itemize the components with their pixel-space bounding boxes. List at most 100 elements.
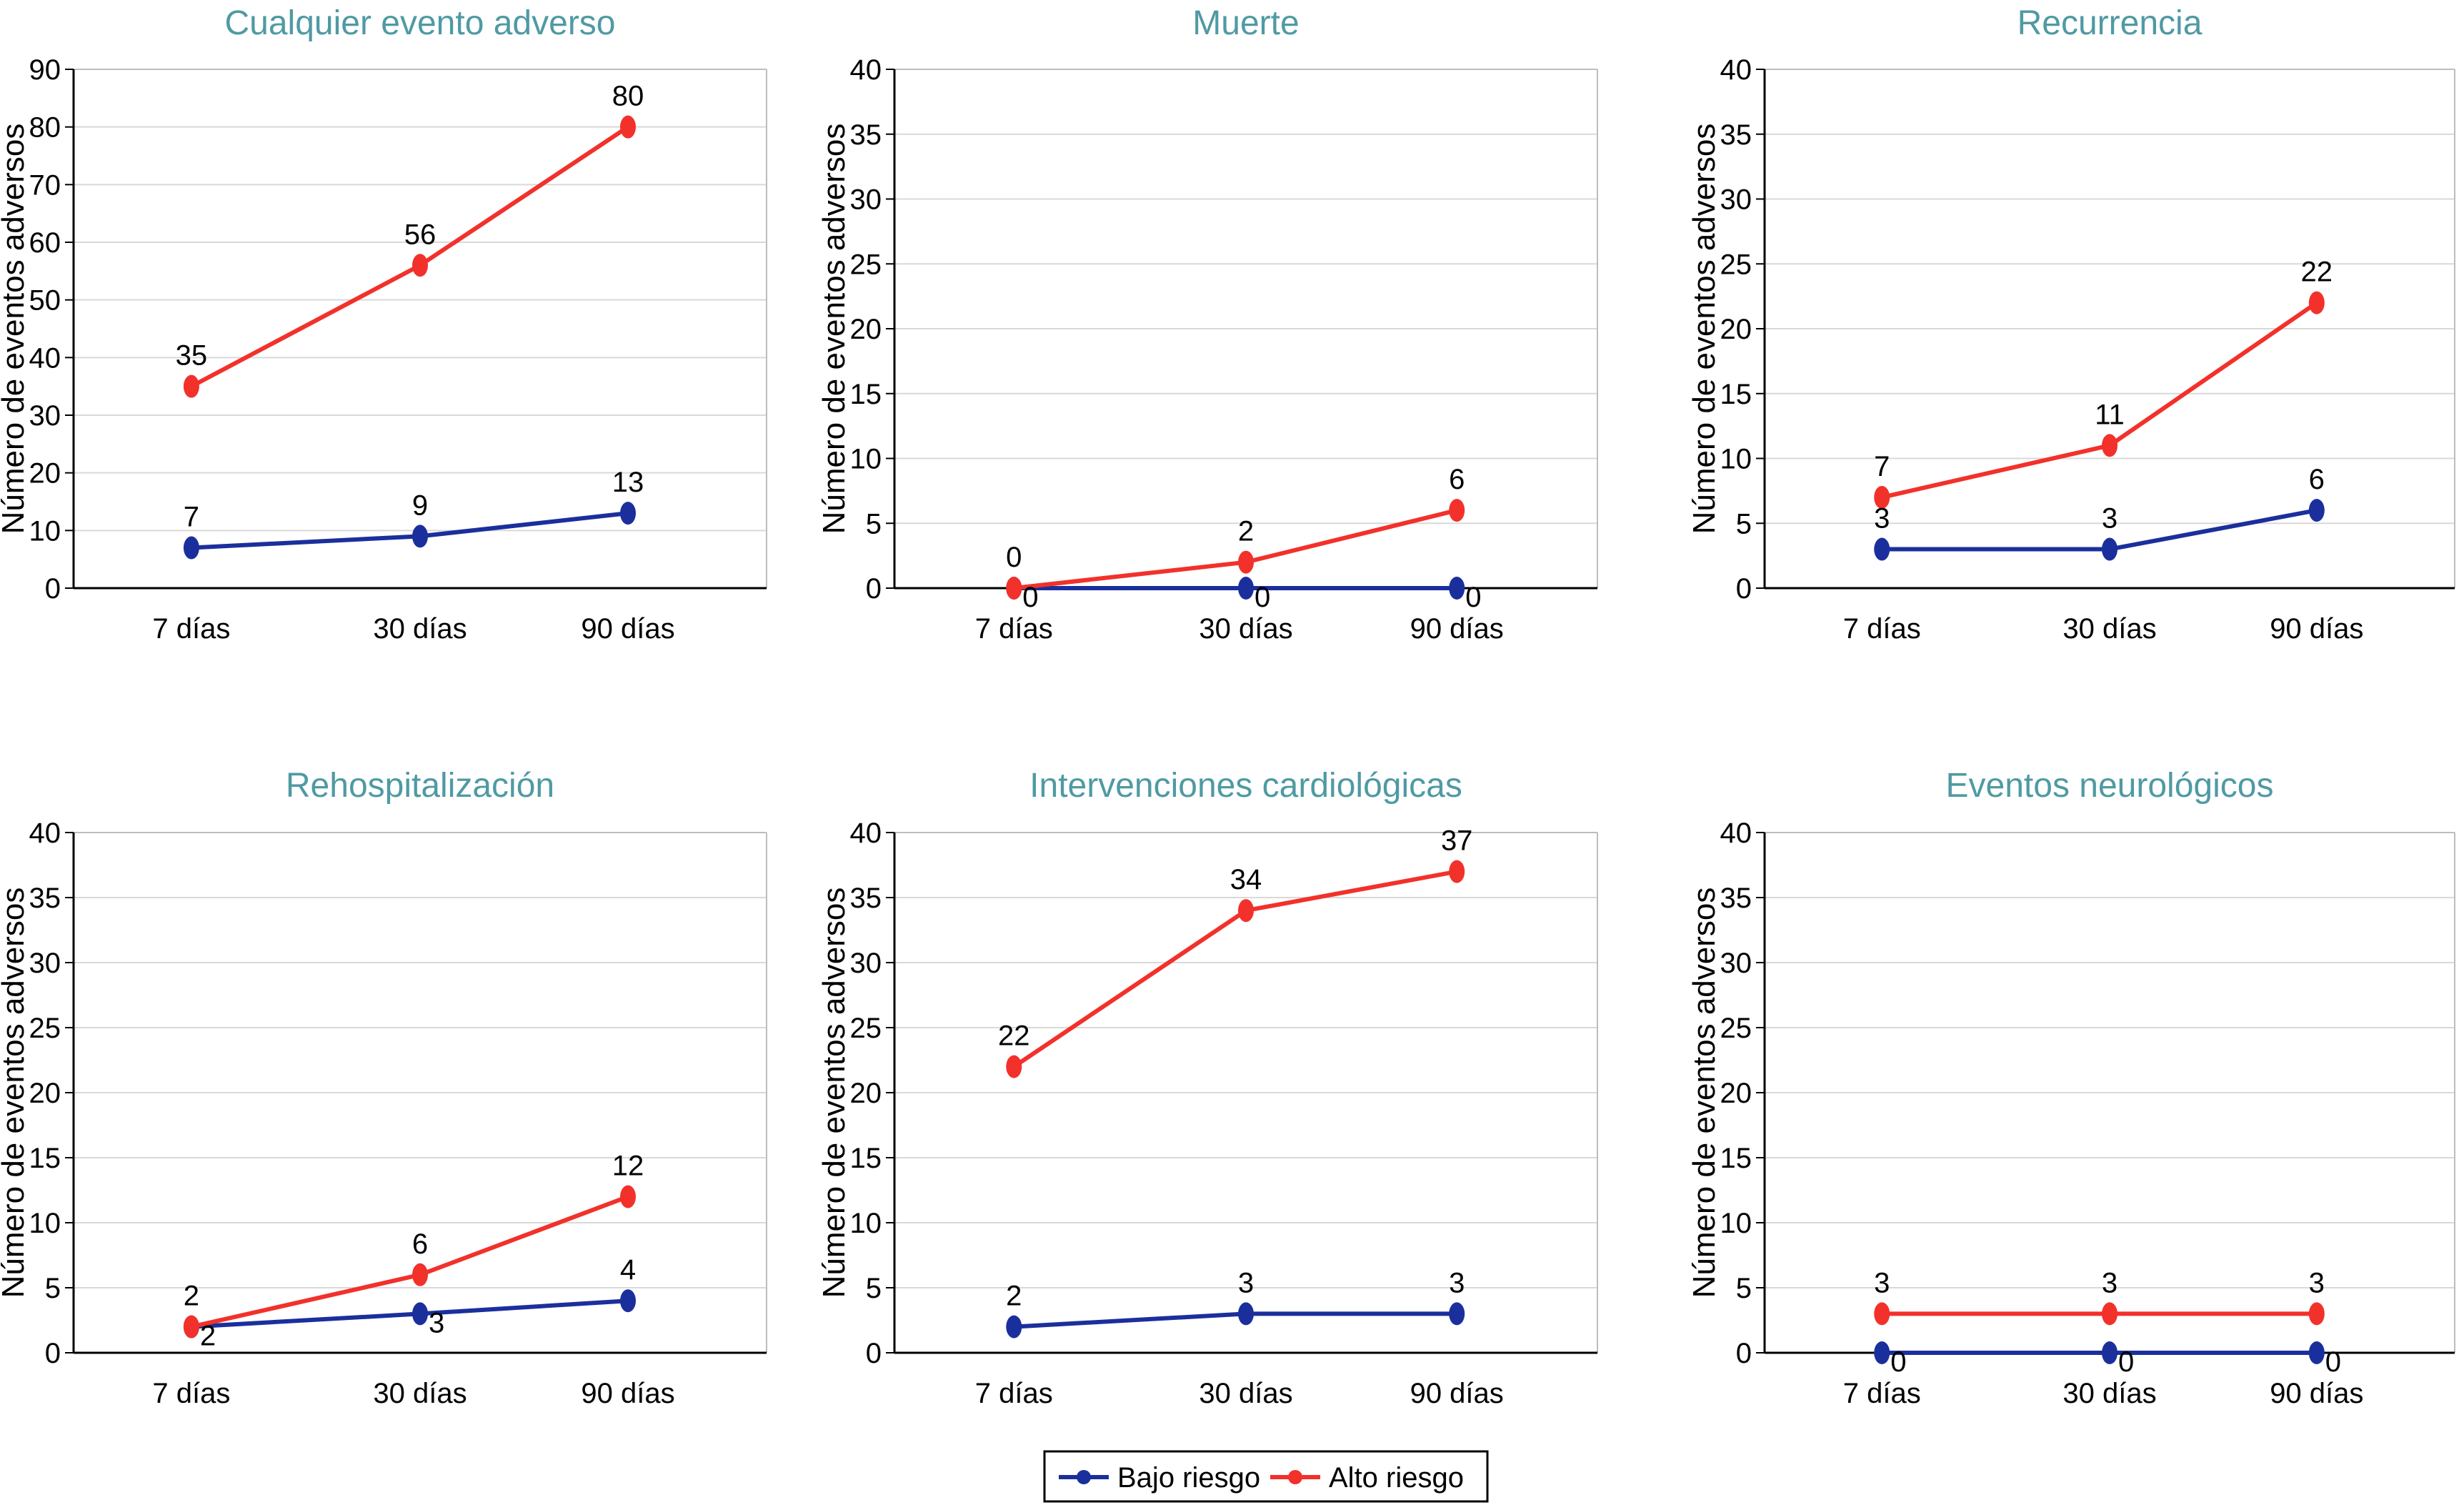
data-label-bajo-riesgo: 0 — [2118, 1346, 2134, 1378]
y-tick-label: 0 — [1736, 1338, 1752, 1369]
legend-marker-alto-riesgo — [1288, 1470, 1302, 1484]
y-tick-label: 30 — [850, 948, 882, 979]
data-label-bajo-riesgo: 3 — [1449, 1267, 1465, 1298]
data-point-bajo-riesgo — [2102, 1341, 2118, 1364]
data-label-alto-riesgo: 56 — [404, 219, 437, 250]
data-label-alto-riesgo: 37 — [1441, 825, 1473, 857]
y-axis-label: Número de eventos adversos — [0, 888, 31, 1298]
x-tick-label: 7 días — [1843, 1378, 1921, 1409]
data-point-alto-riesgo — [1238, 550, 1254, 574]
panel-title: Muerte — [1192, 4, 1299, 42]
x-tick-label: 7 días — [152, 1378, 230, 1409]
data-point-alto-riesgo — [2308, 291, 2325, 314]
panel-title: Cualquier evento adverso — [224, 4, 615, 42]
y-tick-label: 0 — [866, 573, 882, 605]
panel-title: Rehospitalización — [286, 767, 554, 805]
x-tick-label: 7 días — [1843, 613, 1921, 645]
data-point-bajo-riesgo — [2308, 1341, 2325, 1364]
data-point-alto-riesgo — [1006, 1055, 1022, 1078]
data-label-alto-riesgo: 3 — [1874, 1267, 1890, 1298]
y-tick-label: 20 — [29, 1078, 61, 1109]
y-tick-label: 20 — [29, 458, 61, 490]
x-tick-label: 30 días — [1199, 1378, 1292, 1409]
data-label-alto-riesgo: 6 — [412, 1228, 428, 1260]
data-label-alto-riesgo: 22 — [998, 1020, 1030, 1052]
data-point-alto-riesgo — [620, 1185, 636, 1208]
data-label-alto-riesgo: 2 — [1238, 516, 1254, 547]
data-label-bajo-riesgo: 3 — [1238, 1267, 1254, 1298]
y-tick-label: 5 — [45, 1273, 61, 1304]
data-point-alto-riesgo — [183, 1315, 199, 1338]
x-tick-label: 90 días — [581, 1378, 674, 1409]
data-label-alto-riesgo: 3 — [2309, 1267, 2325, 1298]
y-tick-label: 25 — [850, 249, 882, 280]
data-point-alto-riesgo — [1006, 577, 1022, 600]
x-tick-label: 30 días — [373, 1378, 467, 1409]
x-tick-label: 30 días — [373, 613, 467, 645]
x-tick-label: 30 días — [1199, 613, 1292, 645]
y-tick-label: 30 — [1720, 948, 1752, 979]
data-point-alto-riesgo — [2102, 1302, 2118, 1326]
x-tick-label: 30 días — [2063, 1378, 2156, 1409]
data-point-alto-riesgo — [620, 115, 636, 139]
data-label-bajo-riesgo: 2 — [200, 1321, 216, 1352]
data-point-bajo-riesgo — [620, 1289, 636, 1313]
y-axis-label: Número de eventos adversos — [817, 124, 852, 535]
y-tick-label: 5 — [1736, 1273, 1752, 1304]
y-tick-label: 0 — [1736, 573, 1752, 605]
legend-label-alto-riesgo: Alto riesgo — [1329, 1462, 1464, 1494]
y-tick-label: 20 — [850, 1078, 882, 1109]
y-tick-label: 90 — [29, 54, 61, 86]
data-point-bajo-riesgo — [1874, 537, 1890, 561]
data-point-bajo-riesgo — [2102, 537, 2118, 561]
x-tick-label: 90 días — [1410, 613, 1504, 645]
data-label-bajo-riesgo: 6 — [2309, 464, 2325, 495]
y-tick-label: 10 — [29, 1208, 61, 1239]
data-point-alto-riesgo — [183, 374, 199, 398]
data-label-alto-riesgo: 2 — [184, 1281, 199, 1312]
series-line-bajo-riesgo — [1882, 508, 2318, 552]
y-tick-label: 35 — [850, 883, 882, 914]
y-tick-label: 15 — [1720, 379, 1752, 410]
y-tick-label: 30 — [850, 184, 882, 216]
data-label-bajo-riesgo: 3 — [2102, 503, 2118, 535]
data-point-bajo-riesgo — [2308, 499, 2325, 522]
data-label-bajo-riesgo: 0 — [1465, 582, 1481, 613]
y-tick-label: 35 — [850, 119, 882, 151]
data-label-bajo-riesgo: 13 — [612, 467, 644, 498]
y-tick-label: 10 — [1720, 1208, 1752, 1239]
y-tick-label: 40 — [1720, 818, 1752, 849]
data-point-alto-riesgo — [412, 1263, 428, 1286]
y-tick-label: 20 — [1720, 1078, 1752, 1109]
y-tick-label: 20 — [850, 314, 882, 345]
y-tick-label: 70 — [29, 169, 61, 201]
y-tick-label: 30 — [29, 400, 61, 432]
data-label-bajo-riesgo: 4 — [620, 1254, 636, 1286]
y-axis-label: Número de eventos adversos — [1687, 124, 1722, 535]
y-tick-label: 20 — [1720, 314, 1752, 345]
data-label-bajo-riesgo: 0 — [1022, 582, 1038, 613]
data-label-bajo-riesgo: 0 — [1255, 582, 1270, 613]
data-label-alto-riesgo: 80 — [612, 81, 644, 112]
x-tick-label: 90 días — [1410, 1378, 1504, 1409]
data-point-bajo-riesgo — [412, 1302, 428, 1326]
y-tick-label: 40 — [850, 818, 882, 849]
data-point-alto-riesgo — [1238, 899, 1254, 923]
y-tick-label: 50 — [29, 285, 61, 317]
chart-panel-3: Recurrencia 0 5 10 15 20 25 30 35 40 7 días 30 días… — [1687, 4, 2455, 645]
series-line-alto-riesgo — [190, 125, 629, 389]
data-point-bajo-riesgo — [183, 536, 199, 560]
y-tick-label: 30 — [29, 948, 61, 979]
x-tick-label: 30 días — [2063, 613, 2156, 645]
data-point-alto-riesgo — [1874, 1302, 1890, 1326]
panel-title: Eventos neurológicos — [1946, 767, 2274, 805]
data-label-bajo-riesgo: 9 — [412, 490, 428, 521]
data-label-alto-riesgo: 34 — [1230, 864, 1262, 895]
y-tick-label: 15 — [29, 1143, 61, 1174]
chart-panel-5: Intervenciones cardiológicas 0 5 10 15 20 25 30… — [817, 767, 1598, 1409]
y-tick-label: 15 — [1720, 1143, 1752, 1174]
data-point-bajo-riesgo — [1238, 1302, 1254, 1326]
y-tick-label: 35 — [29, 883, 61, 914]
